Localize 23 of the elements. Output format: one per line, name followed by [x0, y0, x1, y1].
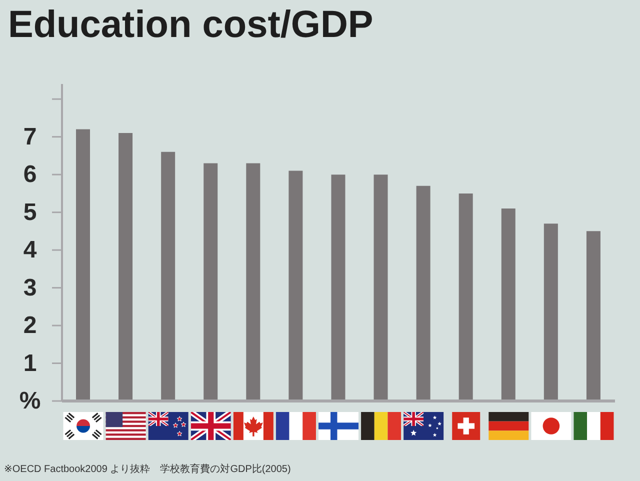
y-tick-label: 1 [23, 350, 37, 377]
bar [374, 174, 388, 401]
y-tick-label: 3 [23, 274, 37, 302]
bar [331, 174, 346, 401]
bar [501, 208, 516, 401]
bar [246, 163, 260, 401]
bar [458, 193, 473, 401]
y-tick-label: 4 [23, 236, 38, 264]
bar [161, 152, 176, 401]
bar [586, 231, 600, 401]
bar [76, 129, 90, 401]
text: ※OECD Factbook2009 より抜粋 学校教育費の対GDP比(2005) [4, 462, 291, 476]
y-tick-label: % [19, 388, 41, 414]
bar [544, 224, 558, 401]
y-tick-label: 5 [23, 198, 37, 226]
y-tick-label: 2 [23, 312, 37, 340]
bar [118, 133, 133, 401]
y-tick-label: 7 [23, 123, 37, 150]
bar [416, 186, 430, 401]
y-tick-label: 6 [23, 161, 37, 188]
bar [204, 163, 218, 401]
chart-title: Education cost/GDP [8, 4, 374, 47]
bar [288, 170, 303, 401]
